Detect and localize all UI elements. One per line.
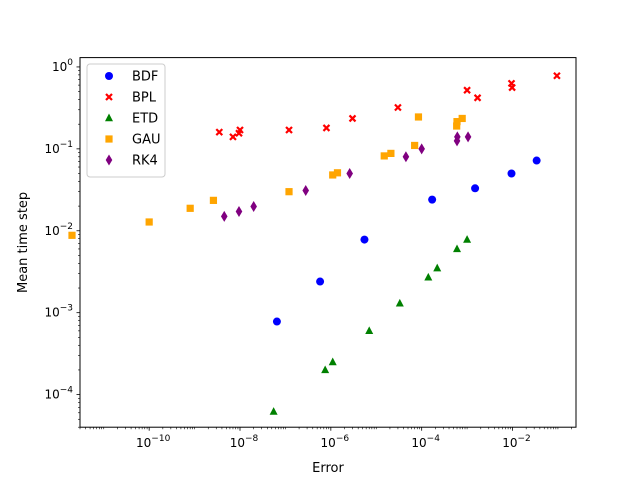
data-point-bdf [360, 235, 369, 244]
data-point-bpl [508, 83, 516, 92]
data-point-bpl [463, 86, 471, 94]
data-point-etd [424, 272, 433, 281]
series-etd [269, 235, 472, 415]
data-point-rk4 [220, 210, 228, 222]
legend-marker-gau [105, 135, 113, 143]
legend: BDF BPL ETD GAU RK4 [86, 63, 166, 178]
data-point-bdf [532, 156, 541, 165]
data-point-gau [453, 122, 461, 130]
series-bpl [215, 71, 561, 141]
data-point-rk4 [402, 151, 410, 163]
data-point-gau [329, 171, 337, 179]
data-point-bdf [471, 184, 480, 193]
axes-frame [79, 57, 577, 428]
x-axis-title: Error [312, 461, 344, 476]
data-point-etd [328, 357, 337, 366]
data-point-gau [453, 118, 461, 126]
data-point-gau [380, 152, 388, 160]
data-point-gau [285, 188, 293, 196]
legend-marker-etd [105, 113, 113, 122]
legend-marker-bpl [105, 93, 113, 101]
data-point-gau [387, 149, 395, 157]
data-point-gau [458, 114, 466, 123]
data-point-etd [269, 407, 278, 415]
data-point-etd [395, 298, 404, 307]
data-point-rk4 [454, 131, 461, 143]
data-point-etd [365, 326, 374, 335]
data-point-bpl [348, 114, 357, 123]
legend-marker-bdf [105, 72, 113, 80]
legend-label-bdf: BDF [132, 70, 158, 85]
data-point-gau [145, 218, 153, 226]
data-point-rk4 [464, 131, 472, 143]
data-point-bpl [236, 126, 244, 134]
data-point-bdf [316, 277, 325, 286]
data-point-rk4 [346, 168, 353, 180]
data-point-etd [433, 263, 442, 272]
legend-label-etd: ETD [132, 112, 158, 127]
data-point-etd [321, 365, 330, 374]
data-point-bpl [394, 103, 402, 112]
legend-label-bpl: BPL [132, 91, 157, 106]
data-point-bpl [285, 126, 293, 134]
plot-area [68, 71, 561, 415]
data-point-rk4 [418, 143, 425, 155]
legend-label-rk4: RK4 [132, 154, 158, 169]
data-point-rk4 [235, 205, 243, 217]
data-point-rk4 [302, 185, 310, 197]
series-bdf [272, 156, 541, 326]
data-point-etd [463, 235, 472, 243]
series-rk4 [220, 131, 472, 222]
data-point-gau [68, 231, 76, 239]
data-point-bpl [473, 94, 482, 102]
data-point-gau [209, 196, 218, 204]
data-point-bpl [322, 124, 331, 132]
legend-label-gau: GAU [132, 133, 160, 148]
data-point-bpl [553, 71, 561, 80]
legend-marker-rk4 [105, 154, 113, 166]
data-point-etd [453, 244, 462, 253]
data-point-bdf [272, 317, 281, 326]
data-point-gau [186, 204, 194, 212]
data-point-bdf [507, 169, 516, 178]
y-axis-title: Mean time step [16, 192, 31, 293]
series-gau [68, 113, 466, 239]
data-point-bdf [428, 195, 437, 204]
data-point-bpl [215, 128, 224, 136]
data-point-gau [333, 169, 342, 177]
data-point-gau [411, 141, 419, 150]
data-point-bpl [229, 133, 237, 141]
data-point-gau [414, 113, 423, 121]
data-point-rk4 [250, 200, 257, 212]
legend-box [86, 63, 166, 178]
